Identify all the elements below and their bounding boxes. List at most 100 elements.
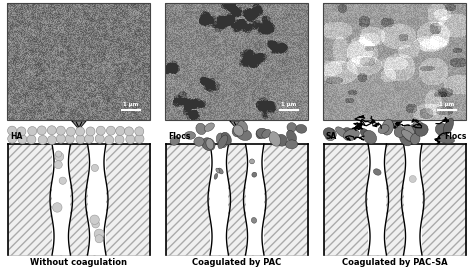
Circle shape bbox=[96, 126, 105, 135]
Polygon shape bbox=[72, 121, 86, 128]
Circle shape bbox=[8, 126, 17, 135]
Ellipse shape bbox=[363, 130, 376, 144]
Ellipse shape bbox=[236, 123, 244, 132]
Circle shape bbox=[85, 134, 94, 143]
Bar bbox=[210, 144, 228, 255]
Circle shape bbox=[135, 134, 144, 143]
Polygon shape bbox=[230, 121, 244, 128]
Ellipse shape bbox=[323, 128, 334, 138]
Ellipse shape bbox=[251, 217, 256, 223]
Circle shape bbox=[28, 127, 37, 136]
Ellipse shape bbox=[249, 159, 255, 164]
Ellipse shape bbox=[286, 130, 297, 143]
Ellipse shape bbox=[413, 121, 424, 133]
Circle shape bbox=[8, 134, 17, 143]
Circle shape bbox=[53, 203, 62, 212]
Ellipse shape bbox=[435, 123, 448, 136]
Circle shape bbox=[126, 135, 135, 144]
Ellipse shape bbox=[269, 132, 281, 146]
Text: SA: SA bbox=[326, 132, 337, 141]
Circle shape bbox=[90, 215, 100, 224]
Circle shape bbox=[115, 135, 124, 144]
Bar bbox=[403, 144, 422, 255]
Text: 1 μm: 1 μm bbox=[123, 102, 138, 107]
Ellipse shape bbox=[216, 133, 228, 148]
Text: Coagulated by PAC: Coagulated by PAC bbox=[192, 258, 282, 267]
Ellipse shape bbox=[201, 138, 215, 151]
Bar bbox=[8, 144, 150, 255]
Ellipse shape bbox=[218, 135, 228, 149]
Circle shape bbox=[91, 164, 99, 172]
Circle shape bbox=[116, 126, 125, 136]
Bar bbox=[88, 144, 106, 255]
Text: 1 μm: 1 μm bbox=[282, 102, 297, 107]
Ellipse shape bbox=[336, 127, 348, 138]
Ellipse shape bbox=[343, 129, 359, 141]
Ellipse shape bbox=[394, 127, 405, 137]
Ellipse shape bbox=[194, 137, 204, 146]
Ellipse shape bbox=[382, 119, 393, 135]
Ellipse shape bbox=[401, 130, 416, 142]
Circle shape bbox=[55, 152, 64, 161]
Text: HA: HA bbox=[10, 132, 22, 141]
Circle shape bbox=[59, 177, 66, 184]
Circle shape bbox=[125, 127, 134, 136]
Circle shape bbox=[56, 134, 65, 143]
Text: 1 μm: 1 μm bbox=[439, 102, 455, 107]
Ellipse shape bbox=[206, 138, 214, 149]
Ellipse shape bbox=[252, 172, 257, 177]
Ellipse shape bbox=[410, 133, 420, 145]
Ellipse shape bbox=[214, 173, 218, 179]
Circle shape bbox=[76, 135, 85, 144]
Ellipse shape bbox=[256, 128, 269, 138]
Circle shape bbox=[38, 136, 47, 144]
Circle shape bbox=[27, 135, 36, 144]
Ellipse shape bbox=[262, 129, 271, 138]
Ellipse shape bbox=[415, 124, 428, 136]
Ellipse shape bbox=[170, 136, 180, 145]
Circle shape bbox=[135, 127, 144, 136]
Circle shape bbox=[75, 127, 84, 136]
Circle shape bbox=[47, 136, 56, 144]
Circle shape bbox=[92, 220, 100, 228]
Circle shape bbox=[95, 134, 104, 143]
Circle shape bbox=[86, 127, 95, 136]
Ellipse shape bbox=[232, 125, 244, 137]
Ellipse shape bbox=[237, 129, 252, 140]
Circle shape bbox=[409, 176, 416, 182]
Bar bbox=[368, 144, 386, 255]
Ellipse shape bbox=[184, 131, 196, 139]
Polygon shape bbox=[388, 121, 402, 128]
Circle shape bbox=[65, 134, 74, 143]
Ellipse shape bbox=[287, 123, 296, 132]
Circle shape bbox=[66, 127, 75, 136]
Circle shape bbox=[55, 161, 62, 169]
Bar bbox=[7, 3, 150, 120]
Circle shape bbox=[47, 126, 56, 135]
Ellipse shape bbox=[443, 118, 454, 135]
Ellipse shape bbox=[378, 125, 389, 134]
Text: Without coagulation: Without coagulation bbox=[30, 258, 128, 267]
Circle shape bbox=[55, 151, 62, 157]
Circle shape bbox=[56, 126, 65, 135]
Ellipse shape bbox=[196, 123, 206, 134]
Ellipse shape bbox=[256, 130, 263, 139]
Ellipse shape bbox=[276, 134, 287, 146]
Ellipse shape bbox=[233, 125, 244, 136]
Ellipse shape bbox=[342, 128, 356, 139]
Text: Flocs: Flocs bbox=[168, 132, 191, 141]
Ellipse shape bbox=[360, 129, 369, 138]
Circle shape bbox=[106, 126, 115, 135]
Ellipse shape bbox=[296, 124, 307, 133]
Bar bbox=[166, 144, 308, 255]
Text: Flocs: Flocs bbox=[444, 132, 466, 141]
Bar bbox=[52, 144, 71, 255]
Ellipse shape bbox=[325, 129, 336, 141]
Circle shape bbox=[18, 135, 27, 144]
Bar bbox=[315, 0, 319, 271]
Ellipse shape bbox=[374, 169, 381, 175]
Ellipse shape bbox=[437, 136, 455, 143]
Ellipse shape bbox=[218, 168, 223, 174]
Ellipse shape bbox=[410, 125, 419, 137]
Ellipse shape bbox=[400, 130, 413, 146]
